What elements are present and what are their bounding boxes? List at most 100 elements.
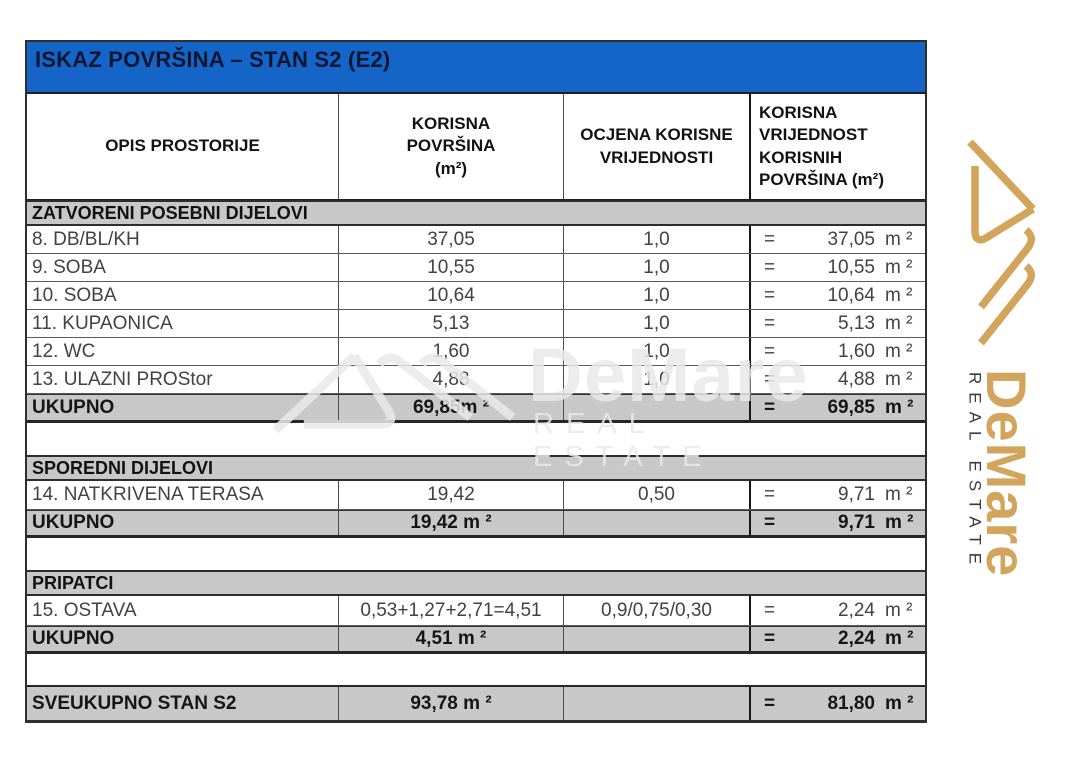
result-cell: = 2,24 m ² [751, 627, 925, 651]
result-cell: = 10,55 m ² [751, 254, 925, 281]
room-label: 12. WC [27, 338, 339, 365]
result-cell: = 37,05 m ² [751, 226, 925, 253]
factor-value: 1,0 [564, 226, 751, 253]
equals-sign: = [764, 599, 776, 621]
total-row: UKUPNO 69,85m ² = 69,85 m ² [27, 394, 925, 423]
table-row: 14. NATKRIVENA TERASA 19,42 0,50 = 9,71 … [27, 481, 925, 510]
result-unit: m ² [885, 256, 913, 278]
room-label: 14. NATKRIVENA TERASA [27, 481, 339, 509]
section-spacer [27, 423, 925, 455]
result-value: 10,64 [827, 284, 875, 306]
result-cell: = 1,60 m ² [751, 338, 925, 365]
grand-total-row: SVEUKUPNO STAN S2 93,78 m ² = 81,80 m ² [27, 685, 925, 720]
result-unit: m ² [885, 396, 914, 418]
factor-value: 1,0 [564, 310, 751, 337]
result-unit: m ² [885, 368, 913, 390]
title-bar: ISKAZ POVRŠINA – STAN S2 (E2) [27, 42, 925, 94]
total-factor [564, 511, 751, 535]
column-header-opis: OPIS PROSTORIJE [27, 94, 339, 199]
result-unit: m ² [885, 692, 914, 714]
page-title: ISKAZ POVRŠINA – STAN S2 (E2) [35, 47, 391, 72]
result-cell: = 5,13 m ² [751, 310, 925, 337]
result-unit: m ² [885, 228, 913, 250]
equals-sign: = [764, 512, 776, 533]
total-label: UKUPNO [27, 627, 339, 651]
result-value: 37,05 [827, 228, 875, 250]
result-value: 4,88 [838, 368, 875, 390]
result-value: 9,71 [838, 512, 875, 533]
area-statement-table: ISKAZ POVRŠINA – STAN S2 (E2) OPIS PROST… [25, 40, 927, 723]
section-spacer [27, 538, 925, 570]
result-value: 2,24 [838, 599, 875, 621]
area-value: 37,05 [339, 226, 564, 253]
grand-total-area: 93,78 m ² [339, 687, 564, 720]
result-value: 9,71 [838, 484, 875, 505]
factor-value: 1,0 [564, 338, 751, 365]
table-row: 15. OSTAVA 0,53+1,27+2,71=4,51 0,9/0,75/… [27, 596, 925, 626]
factor-value: 1,0 [564, 366, 751, 393]
result-value: 10,55 [827, 256, 875, 278]
result-value: 69,85 [827, 396, 875, 418]
factor-value: 0,50 [564, 481, 751, 509]
equals-sign: = [764, 312, 776, 334]
total-area: 4,51 m ² [339, 627, 564, 651]
equals-sign: = [764, 628, 776, 649]
area-value: 1,60 [339, 338, 564, 365]
brand-logo: REAL ESTATE DeMare [962, 140, 1042, 577]
factor-value: 0,9/0,75/0,30 [564, 596, 751, 625]
area-value: 10,64 [339, 282, 564, 309]
column-header-ocjena: OCJENA KORISNE VRIJEDNOSTI [564, 94, 751, 199]
table-header-row: OPIS PROSTORIJE KORISNA POVRŠINA (m²) OC… [27, 94, 925, 200]
grand-total-label: SVEUKUPNO STAN S2 [27, 687, 339, 720]
result-cell: = 9,71 m ² [751, 511, 925, 535]
room-label: 15. OSTAVA [27, 596, 339, 625]
equals-sign: = [764, 340, 776, 362]
result-cell: = 10,64 m ² [751, 282, 925, 309]
section-header-sporedni: SPOREDNI DIJELOVI [27, 455, 925, 481]
table-row: 11. KUPAONICA 5,13 1,0 = 5,13 m ² [27, 310, 925, 338]
total-factor [564, 395, 751, 420]
brand-name: DeMare [975, 369, 1039, 578]
section-header-zatvoreni: ZATVORENI POSEBNI DIJELOVI [27, 200, 925, 226]
room-label: 11. KUPAONICA [27, 310, 339, 337]
result-cell: = 2,24 m ² [751, 596, 925, 625]
result-unit: m ² [885, 312, 913, 334]
result-cell: = 69,85 m ² [751, 395, 925, 420]
demare-logo-icon [967, 140, 1036, 346]
brand-tagline: REAL ESTATE [965, 372, 985, 573]
equals-sign: = [764, 484, 776, 505]
table-row: 12. WC 1,60 1,0 = 1,60 m ² [27, 338, 925, 366]
result-value: 5,13 [838, 312, 875, 334]
total-label: UKUPNO [27, 511, 339, 535]
area-value: 10,55 [339, 254, 564, 281]
table-row: 9. SOBA 10,55 1,0 = 10,55 m ² [27, 254, 925, 282]
room-label: 13. ULAZNI PROStor [27, 366, 339, 393]
total-area: 69,85m ² [339, 395, 564, 420]
equals-sign: = [764, 368, 776, 390]
result-cell: = 81,80 m ² [751, 687, 925, 720]
room-label: 9. SOBA [27, 254, 339, 281]
factor-value: 1,0 [564, 254, 751, 281]
equals-sign: = [764, 284, 776, 306]
result-cell: = 4,88 m ² [751, 366, 925, 393]
result-value: 81,80 [827, 692, 875, 714]
area-value: 4,88 [339, 366, 564, 393]
equals-sign: = [764, 228, 776, 250]
room-label: 10. SOBA [27, 282, 339, 309]
column-header-korisna: KORISNA POVRŠINA (m²) [339, 94, 564, 199]
total-row: UKUPNO 19,42 m ² = 9,71 m ² [27, 510, 925, 538]
area-value: 19,42 [339, 481, 564, 509]
total-label: UKUPNO [27, 395, 339, 420]
room-label: 8. DB/BL/KH [27, 226, 339, 253]
total-factor [564, 627, 751, 651]
grand-total-factor [564, 687, 751, 720]
result-value: 2,24 [838, 628, 875, 649]
equals-sign: = [764, 692, 776, 714]
result-unit: m ² [885, 284, 913, 306]
equals-sign: = [764, 256, 776, 278]
area-value: 0,53+1,27+2,71=4,51 [339, 596, 564, 625]
result-unit: m ² [885, 484, 913, 505]
result-cell: = 9,71 m ² [751, 481, 925, 509]
table-row: 8. DB/BL/KH 37,05 1,0 = 37,05 m ² [27, 226, 925, 254]
